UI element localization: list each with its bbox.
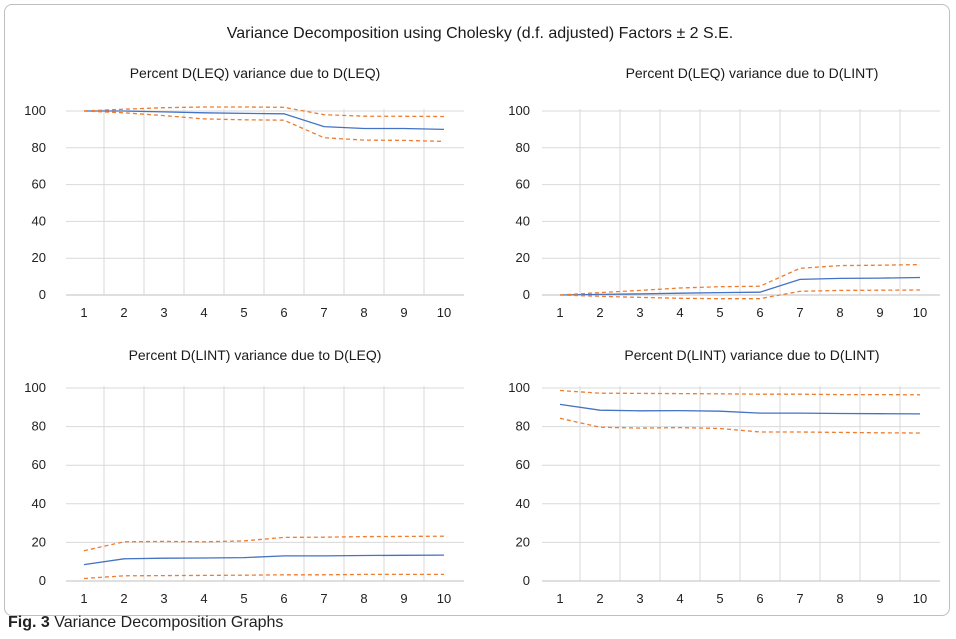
x-tick-label: 4 bbox=[676, 305, 683, 320]
panel-title: Percent D(LINT) variance due to D(LEQ) bbox=[129, 347, 382, 363]
y-tick-label: 0 bbox=[523, 287, 530, 302]
y-tick-label: 0 bbox=[39, 573, 46, 588]
figure-title: Variance Decomposition using Cholesky (d… bbox=[227, 25, 734, 42]
y-tick-label: 80 bbox=[32, 140, 46, 155]
y-tick-label: 40 bbox=[32, 213, 46, 228]
x-tick-label: 3 bbox=[160, 305, 167, 320]
x-tick-label: 10 bbox=[437, 591, 451, 606]
x-tick-label: 3 bbox=[160, 591, 167, 606]
chart-panel-2: Percent D(LEQ) variance due to D(LINT) 0 2… bbox=[508, 65, 940, 320]
series-line-estimate bbox=[559, 276, 921, 296]
x-tick-label: 5 bbox=[716, 591, 723, 606]
chart-panel-4: Percent D(LINT) variance due to D(LINT) 0… bbox=[508, 347, 940, 606]
series-line-upper bbox=[83, 535, 445, 552]
x-tick-label: 1 bbox=[556, 305, 563, 320]
x-tick-label: 8 bbox=[836, 591, 843, 606]
x-tick-label: 2 bbox=[120, 591, 127, 606]
x-tick-label: 9 bbox=[400, 591, 407, 606]
x-tick-label: 10 bbox=[437, 305, 451, 320]
x-tick-label: 6 bbox=[280, 591, 287, 606]
y-tick-label: 60 bbox=[516, 457, 530, 472]
x-tick-label: 4 bbox=[676, 591, 683, 606]
x-tick-label: 8 bbox=[360, 591, 367, 606]
caption-text: Variance Decomposition Graphs bbox=[54, 614, 284, 631]
y-tick-label: 80 bbox=[32, 419, 46, 434]
y-tick-label: 0 bbox=[39, 287, 46, 302]
chart-panels: Percent D(LEQ) variance due to D(LEQ)020… bbox=[24, 65, 940, 606]
x-tick-label: 3 bbox=[636, 591, 643, 606]
series-line-upper bbox=[559, 263, 921, 296]
x-tick-label: 1 bbox=[80, 591, 87, 606]
x-tick-label: 5 bbox=[240, 591, 247, 606]
series-line-estimate bbox=[83, 554, 445, 566]
y-tick-label: 60 bbox=[516, 177, 530, 192]
x-tick-label: 10 bbox=[913, 591, 927, 606]
y-tick-label: 80 bbox=[516, 140, 530, 155]
x-tick-label: 9 bbox=[876, 591, 883, 606]
panel-title: Percent D(LEQ) variance due to D(LEQ) bbox=[130, 65, 381, 81]
y-tick-label: 20 bbox=[32, 250, 46, 265]
x-tick-label: 8 bbox=[360, 305, 367, 320]
x-tick-label: 6 bbox=[756, 591, 763, 606]
x-tick-label: 2 bbox=[596, 591, 603, 606]
y-tick-label: 40 bbox=[32, 496, 46, 511]
x-tick-label: 9 bbox=[876, 305, 883, 320]
x-tick-label: 6 bbox=[280, 305, 287, 320]
y-tick-label: 20 bbox=[516, 534, 530, 549]
y-tick-label: 40 bbox=[516, 496, 530, 511]
x-tick-label: 5 bbox=[240, 305, 247, 320]
x-tick-label: 7 bbox=[320, 591, 327, 606]
caption-label: Fig. 3 bbox=[8, 614, 50, 631]
x-tick-label: 6 bbox=[756, 305, 763, 320]
y-tick-label: 100 bbox=[508, 103, 530, 118]
x-tick-label: 4 bbox=[200, 305, 207, 320]
y-tick-label: 100 bbox=[24, 380, 46, 395]
chart-panel-3: Percent D(LINT) variance due to D(LEQ) 0 2… bbox=[24, 347, 464, 606]
y-tick-label: 60 bbox=[32, 457, 46, 472]
x-tick-label: 9 bbox=[400, 305, 407, 320]
x-tick-label: 7 bbox=[796, 305, 803, 320]
y-tick-label: 100 bbox=[508, 380, 530, 395]
series-line-estimate bbox=[84, 110, 445, 131]
series-line-lower bbox=[559, 417, 921, 434]
panel-title: Percent D(LINT) variance due to D(LINT) bbox=[624, 347, 879, 363]
x-tick-label: 1 bbox=[80, 305, 87, 320]
x-tick-label: 2 bbox=[120, 305, 127, 320]
y-tick-label: 60 bbox=[32, 177, 46, 192]
x-tick-label: 7 bbox=[320, 305, 327, 320]
y-tick-label: 100 bbox=[24, 103, 46, 118]
y-tick-label: 0 bbox=[523, 573, 530, 588]
y-tick-label: 20 bbox=[516, 250, 530, 265]
x-tick-label: 7 bbox=[796, 591, 803, 606]
x-tick-label: 1 bbox=[556, 591, 563, 606]
x-tick-label: 5 bbox=[716, 305, 723, 320]
y-tick-label: 40 bbox=[516, 213, 530, 228]
x-tick-label: 2 bbox=[596, 305, 603, 320]
panel-title: Percent D(LEQ) variance due to D(LINT) bbox=[626, 65, 879, 81]
series-line-lower bbox=[83, 110, 445, 143]
y-tick-label: 20 bbox=[32, 534, 46, 549]
x-tick-label: 3 bbox=[636, 305, 643, 320]
series-line-estimate bbox=[559, 403, 921, 415]
x-tick-label: 4 bbox=[200, 591, 207, 606]
chart-panel-1: Percent D(LEQ) variance due to D(LEQ) 0 20… bbox=[24, 65, 464, 320]
x-tick-label: 10 bbox=[913, 305, 927, 320]
figure-caption: Fig. 3 Variance Decomposition Graphs bbox=[8, 614, 283, 632]
x-tick-label: 8 bbox=[836, 305, 843, 320]
y-tick-label: 80 bbox=[516, 419, 530, 434]
figure-frame bbox=[4, 4, 950, 616]
